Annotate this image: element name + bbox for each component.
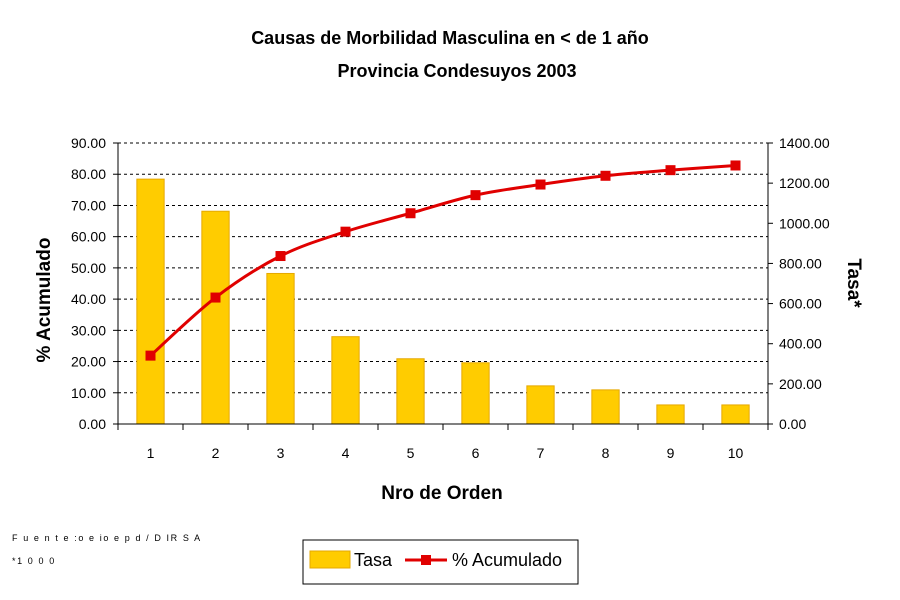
x-tick-label: 6 bbox=[472, 445, 480, 461]
line-point bbox=[600, 170, 611, 181]
left-tick-label: 10.00 bbox=[71, 385, 106, 401]
line-point bbox=[405, 208, 416, 219]
bar bbox=[656, 404, 685, 425]
bar bbox=[461, 362, 490, 425]
right-tick-label: 1400.00 bbox=[779, 135, 830, 151]
left-tick-label: 50.00 bbox=[71, 260, 106, 276]
x-tick-label: 10 bbox=[728, 445, 744, 461]
chart-title: Causas de Morbilidad Masculina en < de 1… bbox=[251, 28, 649, 48]
bar bbox=[721, 404, 750, 425]
bar bbox=[396, 358, 425, 425]
x-tick-label: 2 bbox=[212, 445, 220, 461]
bar bbox=[331, 336, 360, 425]
x-tick-label: 5 bbox=[407, 445, 415, 461]
x-tick-label: 1 bbox=[147, 445, 155, 461]
left-tick-label: 40.00 bbox=[71, 291, 106, 307]
legend-acumulado-label: % Acumulado bbox=[452, 550, 562, 570]
source-note: F u e n t e :o e io e p d / D IR S A bbox=[12, 533, 202, 543]
right-tick-label: 800.00 bbox=[779, 255, 822, 271]
right-axis-ticks: 0.00 200.00 400.00 600.00 800.00 1000.00 1200.… bbox=[768, 135, 830, 432]
bar bbox=[266, 272, 295, 425]
line-point bbox=[665, 165, 676, 176]
y-axis-right-label: Tasa* bbox=[843, 258, 864, 308]
bar bbox=[526, 385, 555, 425]
legend: Tasa % Acumulado bbox=[302, 539, 579, 585]
y-axis-left-label: % Acumulado bbox=[34, 238, 55, 363]
x-tick-label: 3 bbox=[277, 445, 285, 461]
x-axis-ticks: 1 2 3 4 5 6 7 8 9 10 bbox=[117, 424, 769, 461]
left-tick-label: 0.00 bbox=[79, 416, 106, 432]
right-tick-label: 600.00 bbox=[779, 296, 822, 312]
x-axis-label: Nro de Orden bbox=[381, 483, 502, 504]
chart-subtitle: Provincia Condesuyos 2003 bbox=[337, 61, 576, 81]
left-tick-label: 20.00 bbox=[71, 354, 106, 370]
left-tick-label: 90.00 bbox=[71, 135, 106, 151]
left-tick-label: 30.00 bbox=[71, 322, 106, 338]
legend-acumulado-marker bbox=[421, 555, 431, 565]
x-tick-label: 9 bbox=[667, 445, 675, 461]
line-series-acumulado bbox=[145, 160, 741, 361]
bar bbox=[136, 178, 165, 425]
line-point bbox=[470, 190, 481, 201]
line-point bbox=[340, 226, 351, 237]
line-point bbox=[145, 350, 156, 361]
right-tick-label: 400.00 bbox=[779, 336, 822, 352]
left-tick-label: 80.00 bbox=[71, 166, 106, 182]
legend-tasa-swatch bbox=[309, 550, 351, 569]
line-point bbox=[535, 179, 546, 190]
left-tick-label: 70.00 bbox=[71, 197, 106, 213]
bar bbox=[591, 389, 620, 425]
legend-tasa-label: Tasa bbox=[354, 550, 393, 570]
left-tick-label: 60.00 bbox=[71, 229, 106, 245]
left-axis-ticks: 0.00 10.00 20.00 30.00 40.00 50.00 60.00 70.00 8… bbox=[71, 135, 118, 432]
line-point bbox=[275, 251, 286, 262]
right-tick-label: 1200.00 bbox=[779, 175, 830, 191]
right-tick-label: 1000.00 bbox=[779, 215, 830, 231]
acumulado-line bbox=[149, 163, 736, 357]
rate-unit-note: *1 0 0 0 bbox=[12, 556, 56, 566]
x-tick-label: 7 bbox=[537, 445, 545, 461]
line-point bbox=[210, 292, 221, 303]
bar bbox=[201, 210, 230, 425]
right-tick-label: 0.00 bbox=[779, 416, 806, 432]
x-tick-label: 4 bbox=[342, 445, 350, 461]
bar-series-tasa bbox=[136, 178, 750, 425]
line-point bbox=[730, 160, 741, 171]
right-tick-label: 200.00 bbox=[779, 376, 822, 392]
x-tick-label: 8 bbox=[602, 445, 610, 461]
